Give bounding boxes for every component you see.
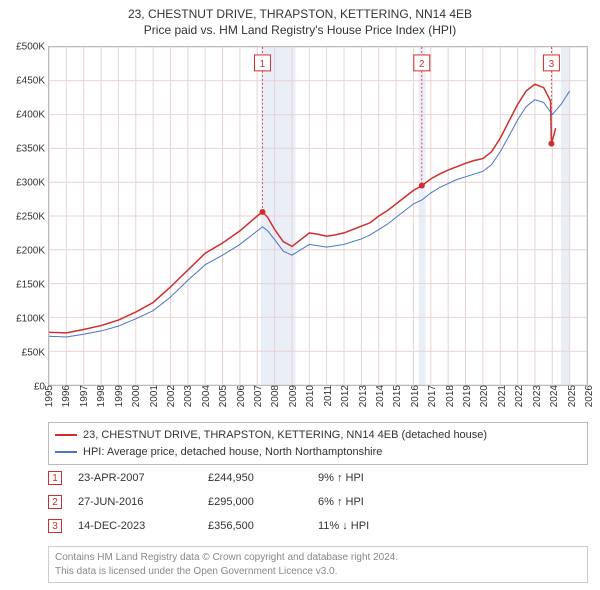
x-axis-label: 2015	[392, 385, 403, 411]
x-axis-label: 2003	[183, 385, 194, 411]
x-axis-label: 1995	[44, 385, 55, 411]
footer-line-2: This data is licensed under the Open Gov…	[55, 565, 581, 579]
y-axis-label: £100K	[16, 314, 49, 325]
x-axis-label: 2023	[532, 385, 543, 411]
attribution-footer: Contains HM Land Registry data © Crown c…	[48, 546, 588, 583]
x-axis-label: 2021	[497, 385, 508, 411]
x-axis-label: 2024	[549, 385, 560, 411]
footer-line-1: Contains HM Land Registry data © Crown c…	[55, 551, 581, 565]
sale-price: £295,000	[208, 496, 318, 508]
legend-label-property: 23, CHESTNUT DRIVE, THRAPSTON, KETTERING…	[83, 427, 487, 444]
x-axis-label: 1996	[61, 385, 72, 411]
x-axis-label: 2019	[462, 385, 473, 411]
svg-text:2: 2	[419, 59, 425, 70]
y-axis-label: £300K	[16, 178, 49, 189]
sale-delta: 9% ↑ HPI	[318, 472, 468, 484]
table-row: 3 14-DEC-2023 £356,500 11% ↓ HPI	[48, 514, 588, 538]
sale-date: 27-JUN-2016	[78, 496, 208, 508]
title-address: 23, CHESTNUT DRIVE, THRAPSTON, KETTERING…	[0, 6, 600, 22]
x-axis-label: 2020	[479, 385, 490, 411]
x-axis-label: 2006	[236, 385, 247, 411]
x-axis-label: 2007	[253, 385, 264, 411]
y-axis-label: £200K	[16, 246, 49, 257]
x-axis-label: 2004	[201, 385, 212, 411]
sale-marker-2: 2	[48, 495, 62, 509]
x-axis-label: 2025	[567, 385, 578, 411]
x-axis-label: 2017	[427, 385, 438, 411]
x-axis-label: 2018	[445, 385, 456, 411]
sales-table: 1 23-APR-2007 £244,950 9% ↑ HPI 2 27-JUN…	[48, 466, 588, 538]
price-chart-container: { "title": { "line1": "23, CHESTNUT DRIV…	[0, 0, 600, 590]
chart-svg: 1 2 3	[49, 47, 587, 385]
x-axis-label: 2005	[218, 385, 229, 411]
sale-marker-3: 3	[48, 519, 62, 533]
x-axis-label: 2022	[514, 385, 525, 411]
x-axis-label: 2011	[323, 385, 334, 411]
line-chart: 123 £0£50K£100K£150K£200K£250K£300K£350K…	[48, 46, 588, 386]
x-axis-label: 2009	[288, 385, 299, 411]
x-axis-label: 2010	[305, 385, 316, 411]
x-axis-label: 1997	[79, 385, 90, 411]
x-axis-label: 2026	[584, 385, 595, 411]
sale-marker-1: 1	[48, 471, 62, 485]
table-row: 1 23-APR-2007 £244,950 9% ↑ HPI	[48, 466, 588, 490]
x-axis-label: 2002	[166, 385, 177, 411]
legend: 23, CHESTNUT DRIVE, THRAPSTON, KETTERING…	[48, 422, 588, 465]
sale-price: £356,500	[208, 520, 318, 532]
table-row: 2 27-JUN-2016 £295,000 6% ↑ HPI	[48, 490, 588, 514]
y-axis-label: £400K	[16, 110, 49, 121]
x-axis-label: 1998	[96, 385, 107, 411]
sale-delta: 6% ↑ HPI	[318, 496, 468, 508]
x-axis-label: 2012	[340, 385, 351, 411]
legend-swatch-hpi	[55, 451, 77, 453]
legend-label-hpi: HPI: Average price, detached house, Nort…	[83, 444, 382, 461]
y-axis-label: £50K	[22, 348, 49, 359]
x-axis-label: 1999	[114, 385, 125, 411]
x-axis-label: 2014	[375, 385, 386, 411]
sale-price: £244,950	[208, 472, 318, 484]
x-axis-label: 2008	[270, 385, 281, 411]
y-axis-label: £150K	[16, 280, 49, 291]
y-axis-label: £350K	[16, 144, 49, 155]
svg-text:3: 3	[549, 59, 555, 70]
sale-delta: 11% ↓ HPI	[318, 520, 468, 532]
y-axis-label: £450K	[16, 76, 49, 87]
title-subtitle: Price paid vs. HM Land Registry's House …	[0, 22, 600, 38]
y-axis-label: £500K	[16, 42, 49, 53]
y-axis-label: £250K	[16, 212, 49, 223]
legend-item-hpi: HPI: Average price, detached house, Nort…	[55, 444, 581, 461]
x-axis-label: 2016	[410, 385, 421, 411]
legend-swatch-property	[55, 434, 77, 436]
x-axis-label: 2013	[358, 385, 369, 411]
x-axis-label: 2000	[131, 385, 142, 411]
sale-date: 14-DEC-2023	[78, 520, 208, 532]
x-axis-label: 2001	[149, 385, 160, 411]
svg-text:1: 1	[260, 59, 266, 70]
legend-item-property: 23, CHESTNUT DRIVE, THRAPSTON, KETTERING…	[55, 427, 581, 444]
chart-title: 23, CHESTNUT DRIVE, THRAPSTON, KETTERING…	[0, 0, 600, 38]
sale-date: 23-APR-2007	[78, 472, 208, 484]
